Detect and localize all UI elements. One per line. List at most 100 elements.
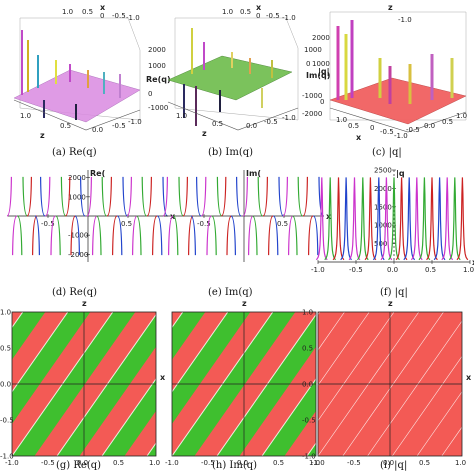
bottom-tick-i-1: -0.5: [347, 459, 361, 467]
box-front-b: [167, 101, 299, 131]
left-tick-i-0: -1.0: [302, 453, 316, 461]
tick-b-z0: -1.0: [282, 114, 296, 122]
tick-c-z2: 0.0: [424, 122, 435, 130]
tick-b-v2: -1000: [302, 92, 322, 100]
tick-b-z1: -0.5: [264, 118, 278, 126]
x-tick-label-d-0: -0.5: [41, 220, 55, 228]
left-tick-g-0: -1.0: [0, 453, 14, 461]
pole-curve-d-9: [96, 176, 107, 256]
caption-i: (i) |q|: [380, 460, 407, 471]
tick-b-x2: 0: [256, 12, 260, 20]
axis-label-a-z: z: [40, 131, 45, 140]
spikes-b: [183, 28, 273, 126]
pole-curve-e-6: [221, 176, 232, 256]
panel-e-line-plot: xIm(-0.5 0.5: [162, 169, 332, 262]
pole-curve-f-14: [426, 177, 438, 261]
pole-curve-f-17: [448, 177, 461, 261]
pole-curve-f-10: [395, 177, 408, 261]
tick-b-x4: -1.0: [282, 14, 296, 22]
box-front-a: [13, 99, 141, 131]
box-back-c: [329, 11, 467, 121]
left-tick-g-2: 0.0: [0, 381, 11, 389]
pole-curve-e-9: [252, 176, 263, 256]
tick-c-x0: 1.0: [336, 116, 347, 124]
tick-b-v1: 0: [306, 60, 310, 68]
tick-c-z3: 0.5: [442, 118, 453, 126]
box-back-a: [19, 17, 141, 121]
axis-label-a-v: Re(q): [146, 75, 171, 84]
bottom-tick-h-4: 1.0: [309, 459, 320, 467]
tick-a-v0: 2000: [148, 46, 166, 54]
pole-curve-f-5: [356, 177, 369, 261]
panel-b-surface-plot: x Im(q) z 1000 0 -1000 -2000 1.0 0.5 0 -…: [167, 3, 330, 158]
white-contour-i-9: [441, 426, 462, 456]
tick-a-z3: 0.5: [60, 122, 71, 130]
x-tick-label-e-0: -0.5: [197, 220, 211, 228]
pole-curve-f-4: [348, 177, 361, 261]
pole-curve-d-7: [74, 176, 86, 256]
pole-curve-f-12: [410, 177, 423, 261]
tick-a-z0: -1.0: [128, 118, 142, 126]
x-axis-label-g: x: [160, 373, 166, 382]
tick-a-x1: 0.5: [82, 8, 93, 16]
caption-h: (h) Im(q): [212, 460, 257, 471]
pole-curve-e-5: [211, 176, 223, 256]
spikes-c: [336, 20, 454, 104]
axis-label-c-x: x: [356, 133, 362, 142]
bottom-tick-h-2: 0.0: [237, 459, 248, 467]
caption-d: (d) Re(q): [52, 287, 97, 298]
tick-c-x4: -1.0: [394, 132, 408, 140]
bottom-tick-g-1: -0.5: [41, 459, 55, 467]
pole-curve-e-1: [173, 176, 184, 256]
pole-curve-e-7: [230, 176, 242, 256]
pole-curve-d-6: [65, 176, 76, 256]
spikes-a: [21, 30, 121, 120]
caption-c: (c) |q|: [372, 147, 402, 158]
y-axis-label-d: Re(: [90, 169, 106, 178]
panel-i-density-plot: z x -1.0-1.0 -0.5 -0.5 0.0 0.0 0.5 0.5 1.0 1.0: [302, 299, 472, 467]
caption-e: (e) Im(q): [208, 287, 253, 298]
caption-b: (b) Im(q): [208, 147, 253, 158]
y-axis-label-e: Im(: [246, 169, 261, 178]
left-tick-i-2: 0.0: [302, 381, 313, 389]
pole-curve-d-10: [106, 176, 118, 256]
panel-c-surface-plot: z |q| x 2000 1000 0 1.0 0.5 0 -0.5 -1.0 …: [312, 3, 467, 158]
y-tick-label-d-0: 2000: [68, 174, 86, 182]
x-tick-label-f-1: -0.5: [349, 266, 363, 274]
y-tick-label-f-0: 2500: [374, 167, 392, 175]
axis-label-b-v: Im(q): [306, 71, 330, 80]
green-band-g-3: [12, 312, 91, 424]
pole-curve-f-15: [433, 177, 446, 261]
bottom-tick-i-2: 0.0: [383, 459, 394, 467]
pole-curve-f-13: [418, 177, 431, 261]
pole-curve-d-13: [136, 176, 147, 256]
pole-curve-d-2: [26, 176, 38, 256]
tick-a-v1: 1000: [148, 62, 166, 70]
pole-curve-e-0: [162, 176, 174, 256]
pole-curve-f-2: [332, 177, 345, 261]
tick-a-v3: -1000: [148, 104, 168, 112]
caption-a: (a) Re(q): [52, 147, 97, 158]
tick-a-z4: 1.0: [20, 112, 31, 120]
pole-curve-d-11: [117, 176, 128, 256]
tick-c-v2: 0: [320, 98, 324, 106]
tick-b-v0: 1000: [304, 46, 322, 54]
bottom-tick-g-4: 1.0: [149, 459, 160, 467]
tick-b-x0: 1.0: [222, 8, 233, 16]
tick-a-x2: 0: [100, 12, 104, 20]
pole-curve-d-5: [55, 176, 67, 256]
axis-label-b-z: z: [202, 129, 207, 138]
pole-curve-d-1: [17, 176, 28, 256]
y-tick-label-f-3: 1000: [374, 222, 392, 230]
axis-label-c-v: |q|: [318, 67, 330, 76]
y-tick-label-d-1: 1000: [68, 193, 86, 201]
tick-a-z1: -0.5: [112, 122, 126, 130]
white-contour-i-8: [416, 391, 462, 456]
green-band-h-3: [172, 312, 251, 424]
x-tick-label-e-1: 0.5: [277, 220, 288, 228]
bottom-tick-h-3: 0.5: [273, 459, 284, 467]
frame-g: [11, 311, 157, 457]
tick-b-x1: 0.5: [240, 8, 251, 16]
bottom-tick-g-0: -1.0: [5, 459, 19, 467]
